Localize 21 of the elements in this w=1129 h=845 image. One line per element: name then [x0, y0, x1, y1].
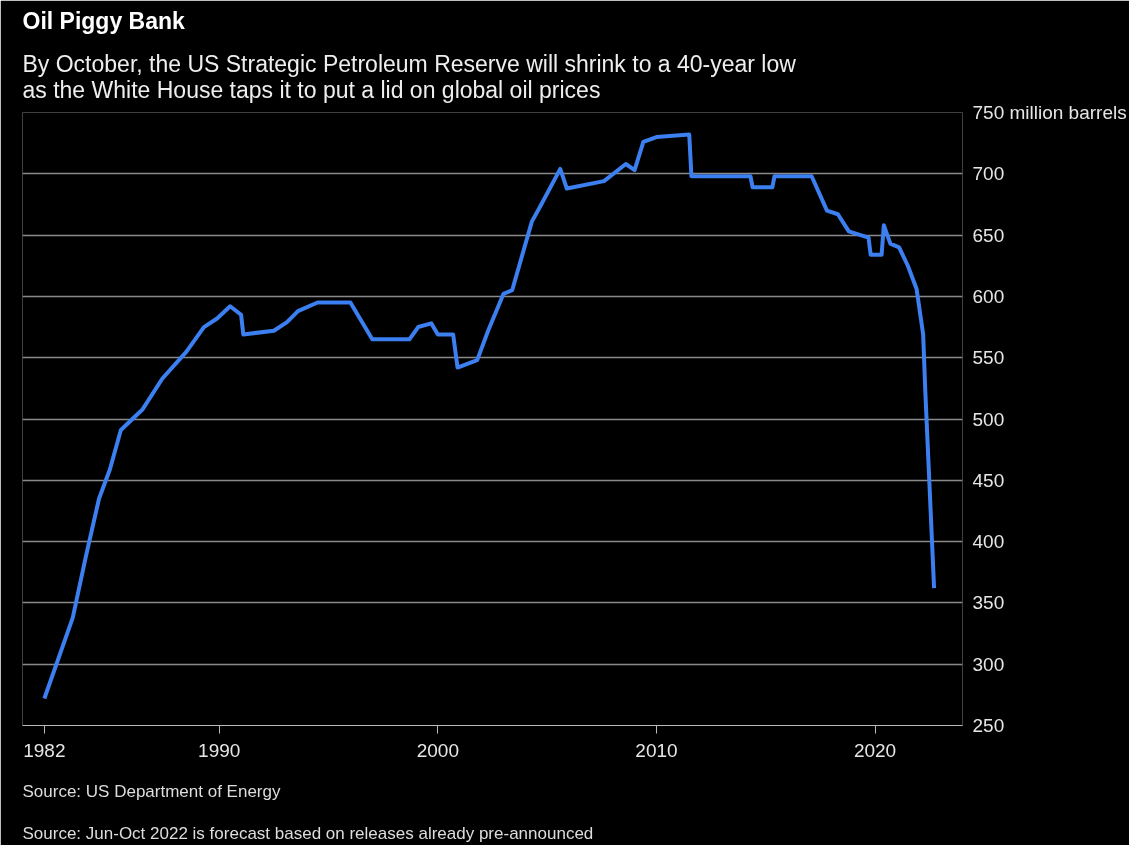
- x-tick-label: 1982: [23, 739, 66, 761]
- line-series: [42, 132, 937, 701]
- y-tick-label: 750 million barrels: [972, 102, 1127, 123]
- y-tick-label: 250: [972, 715, 1005, 736]
- chart-subtitle: By October, the US Strategic Petroleum Reserve will shrink to a 40-year low as the White House taps it to put a lid on global oil prices: [22, 50, 797, 103]
- y-tick-label: 450: [972, 469, 1005, 491]
- y-tick-label: 650: [972, 224, 1005, 246]
- source-note: Source: Jun-Oct 2022 is forecast based on releases already pre-announced: [22, 823, 594, 843]
- y-tick-label: 700: [972, 163, 1005, 185]
- y-tick-label: 600: [972, 285, 1005, 307]
- y-tick-label: 500: [972, 408, 1005, 430]
- chart-title: Oil Piggy Bank: [22, 7, 186, 34]
- x-tick-label: 2020: [853, 739, 897, 761]
- y-tick-label: 300: [972, 653, 1005, 675]
- source-note: Source: US Department of Energy: [22, 781, 281, 801]
- y-tick-label: 350: [972, 592, 1005, 614]
- y-tick-label: 550: [972, 347, 1005, 369]
- x-tick-label: 1990: [198, 739, 241, 761]
- x-tick-label: 2000: [416, 739, 459, 761]
- y-tick-label: 400: [972, 531, 1005, 553]
- x-tick-label: 2010: [635, 739, 678, 761]
